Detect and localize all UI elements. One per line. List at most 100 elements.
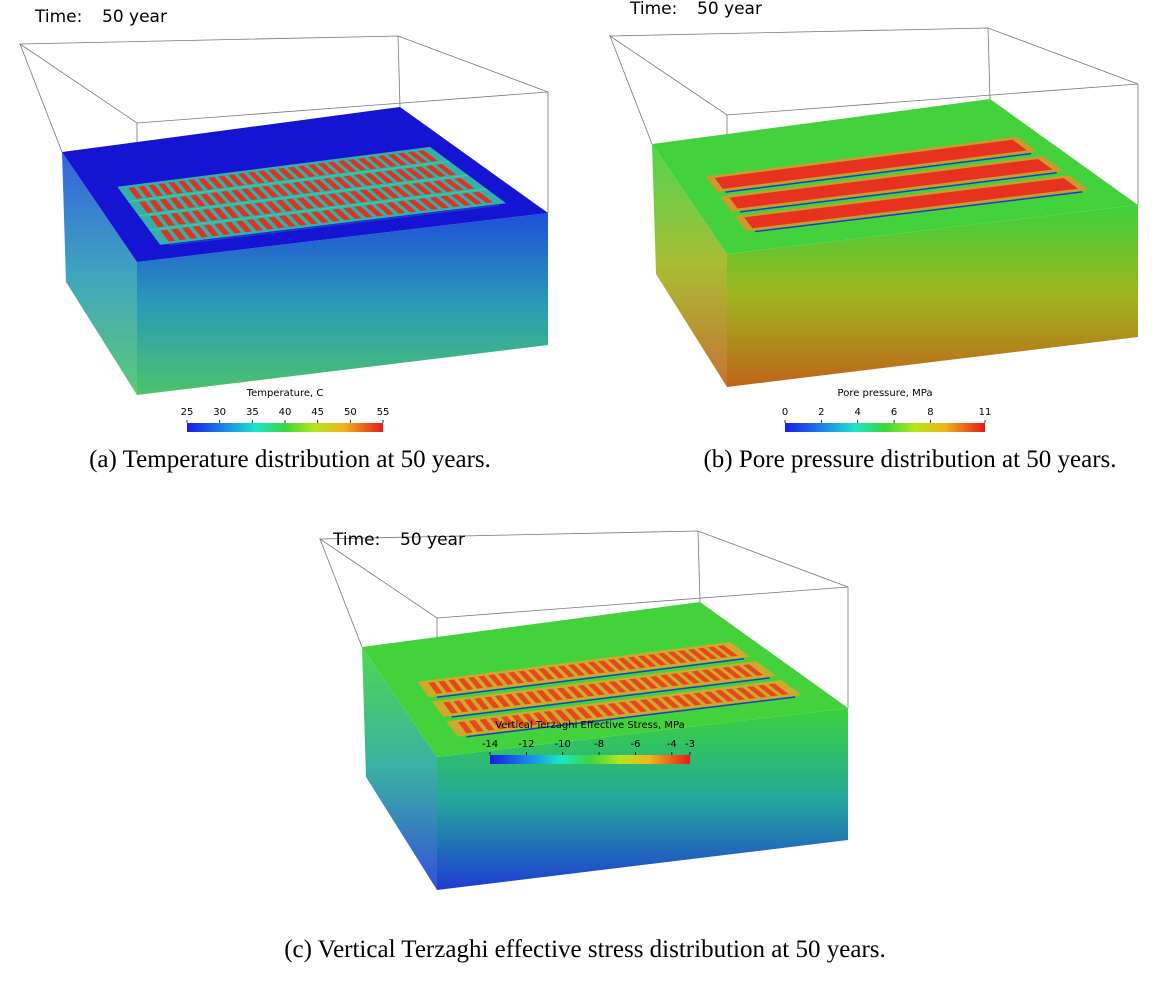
field-cell	[241, 188, 258, 201]
block-side	[652, 144, 727, 387]
colorbar	[490, 755, 690, 764]
field-cell	[660, 674, 679, 687]
field-cell	[354, 206, 373, 218]
field-cell	[192, 225, 209, 238]
field-line	[725, 152, 1032, 193]
field-cell	[575, 707, 593, 719]
field-cell	[746, 686, 767, 698]
field-cell	[407, 199, 428, 212]
field-cell	[302, 180, 321, 193]
field-band	[744, 178, 1079, 229]
field-cell	[597, 704, 615, 717]
field-cell	[272, 184, 290, 197]
caption: (a) Temperature distribution at 50 years…	[89, 446, 491, 473]
field-cell	[707, 646, 728, 658]
field-cell	[453, 700, 469, 713]
field-band	[729, 158, 1053, 209]
field-cell	[458, 678, 474, 690]
field-line	[436, 658, 745, 699]
field-cell	[714, 690, 735, 702]
field-cell	[180, 196, 196, 208]
field-cell	[722, 666, 743, 679]
field-cell	[725, 688, 746, 701]
time-value: 50 year	[697, 0, 762, 19]
field-cell	[287, 166, 306, 179]
field-cell	[717, 645, 738, 657]
field-cell	[297, 165, 316, 177]
field-cell	[407, 151, 428, 163]
field-cell	[443, 701, 458, 714]
field-cell	[364, 204, 384, 217]
field-cell	[757, 684, 778, 697]
time-value: 50 year	[102, 7, 167, 27]
block-side	[62, 152, 137, 395]
field-cell	[138, 185, 153, 198]
field-cell	[158, 183, 174, 195]
caption: (c) Vertical Terzaghi effective stress d…	[284, 936, 886, 963]
field-line	[740, 172, 1057, 213]
field-cell	[202, 209, 218, 221]
box-top-frame	[18, 35, 549, 124]
field-cell	[627, 656, 647, 669]
field-cell	[680, 672, 700, 684]
field-cell	[321, 210, 340, 222]
colorbar-tick-label: -4	[667, 739, 677, 750]
field-cell	[364, 173, 384, 185]
field-cell	[190, 194, 206, 207]
colorbar-title: Vertical Terzaghi Effective Stress, MPa	[495, 720, 685, 731]
colorbar-tick-label: -3	[685, 739, 695, 750]
field-cell	[577, 662, 596, 675]
field-cell	[650, 697, 669, 710]
field-band	[714, 139, 1027, 189]
field-cell	[380, 186, 400, 199]
field-cell	[518, 670, 535, 683]
field-cell	[347, 159, 367, 171]
field-cell	[338, 192, 357, 204]
field-cell	[231, 189, 248, 202]
field-cell	[394, 169, 415, 181]
colorbar-tick-label: 6	[891, 407, 897, 418]
field-cell	[433, 180, 454, 192]
field-cell	[265, 201, 283, 213]
colorbar-tick-label: 0	[782, 407, 788, 418]
field-cell	[617, 657, 636, 670]
field-cell	[251, 187, 269, 199]
colorbar-tick-label: -6	[630, 739, 640, 750]
field-cell	[567, 686, 585, 698]
field-cell	[556, 687, 574, 700]
block-front	[137, 213, 548, 395]
colorbar-tick-label: 25	[181, 407, 194, 418]
field-cell	[429, 196, 450, 209]
field-cell	[257, 217, 274, 230]
colorbar-tick-label: -12	[518, 739, 534, 750]
field-cell	[498, 673, 514, 685]
field-cell	[268, 216, 285, 229]
field-line	[466, 696, 796, 738]
field-cell	[682, 693, 702, 706]
block-front	[727, 205, 1138, 387]
field-cell	[159, 198, 175, 211]
field-cell	[286, 198, 304, 211]
field-cell	[349, 190, 368, 203]
colorbar-tick-label: 40	[279, 407, 292, 418]
field-cell	[484, 696, 500, 709]
field-cell	[687, 649, 708, 661]
field-cell	[443, 179, 464, 191]
field-cell	[661, 696, 680, 709]
field-cell	[248, 171, 265, 184]
time-label: Time:	[629, 0, 677, 19]
field-cell	[629, 700, 648, 713]
field-cell	[332, 208, 351, 221]
field-cell	[577, 684, 595, 697]
colorbar-tick-label: 50	[344, 407, 357, 418]
field-cell	[672, 695, 691, 707]
field-cell	[412, 183, 432, 195]
field-cell	[548, 666, 565, 679]
field-cell	[461, 192, 482, 205]
field-cell	[468, 676, 484, 689]
field-cell	[732, 665, 753, 678]
field-cell	[218, 175, 235, 188]
panel	[608, 27, 1139, 387]
field-cell	[208, 176, 224, 189]
